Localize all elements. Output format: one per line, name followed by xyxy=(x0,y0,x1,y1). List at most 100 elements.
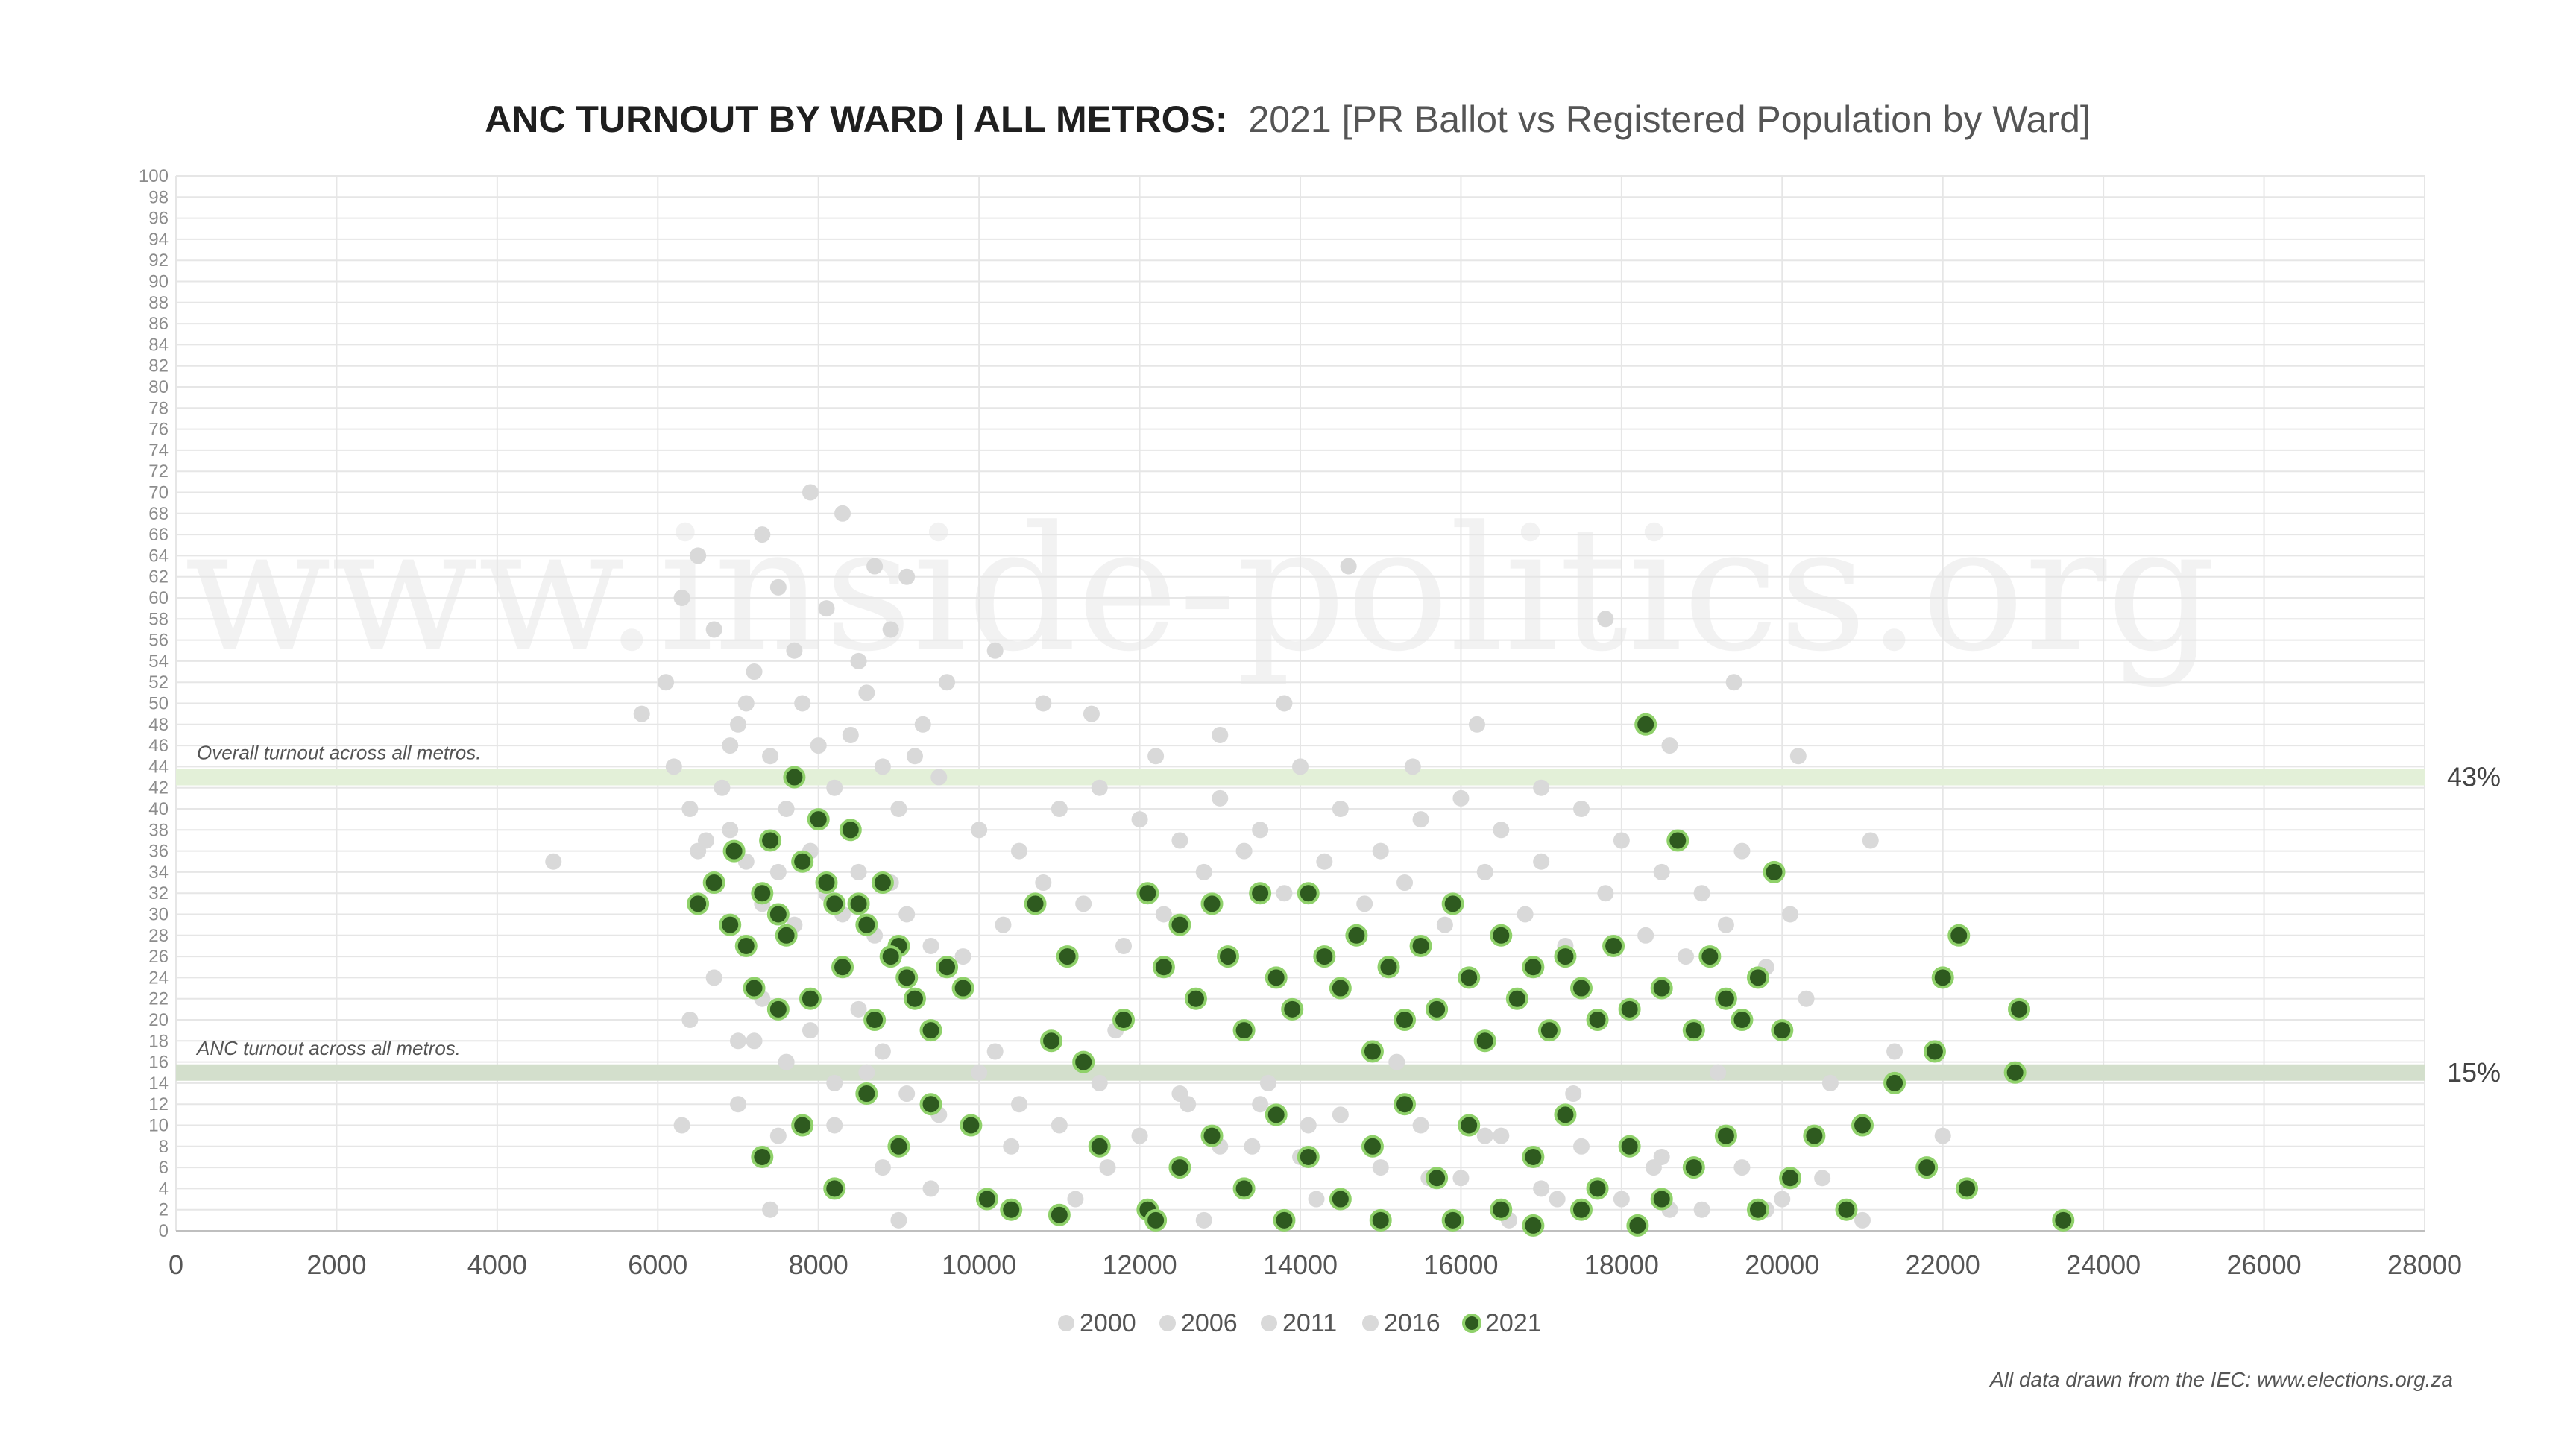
data-point xyxy=(1259,1074,1276,1091)
data-point xyxy=(1083,705,1100,722)
y-tick-label: 8 xyxy=(159,1137,169,1157)
y-tick-label: 62 xyxy=(148,567,169,587)
data-point xyxy=(874,1159,891,1176)
data-point xyxy=(1586,1009,1609,1031)
data-point xyxy=(1056,945,1079,968)
data-point xyxy=(1613,832,1630,849)
data-point xyxy=(1573,801,1590,817)
data-point xyxy=(762,1201,779,1218)
legend-label: 2016 xyxy=(1384,1309,1440,1337)
data-point xyxy=(1618,1135,1641,1158)
data-point xyxy=(1200,1124,1224,1147)
y-tick-label: 98 xyxy=(148,187,169,207)
data-point xyxy=(1886,1043,1903,1060)
data-point xyxy=(799,987,822,1010)
data-point xyxy=(1731,1009,1754,1031)
data-point xyxy=(951,977,974,1000)
data-point xyxy=(1276,885,1293,902)
data-point xyxy=(778,801,795,817)
x-tick-label: 14000 xyxy=(1263,1249,1338,1280)
data-point xyxy=(863,1009,887,1031)
data-point xyxy=(1099,1159,1116,1176)
data-point xyxy=(823,1177,846,1200)
data-point xyxy=(2008,997,2031,1021)
data-point xyxy=(751,882,774,905)
data-point xyxy=(1883,1071,1906,1094)
chart-title-bold: ANC TURNOUT BY WARD | ALL METROS: xyxy=(485,98,1227,141)
data-point xyxy=(858,1064,875,1081)
data-point xyxy=(1570,1198,1593,1221)
y-tick-label: 72 xyxy=(148,461,169,482)
data-point xyxy=(858,684,875,701)
y-tick-label: 86 xyxy=(148,314,169,334)
data-point xyxy=(1394,1093,1417,1116)
data-point xyxy=(1554,945,1577,968)
data-point xyxy=(831,956,854,979)
data-point xyxy=(730,1096,746,1113)
data-point xyxy=(722,737,739,754)
data-point xyxy=(1468,716,1485,733)
data-point xyxy=(1329,977,1352,1000)
data-point xyxy=(1452,1170,1470,1187)
data-point xyxy=(815,871,838,895)
data-point xyxy=(1048,1203,1071,1226)
y-tick-label: 6 xyxy=(159,1158,169,1178)
data-point xyxy=(759,829,782,852)
data-points xyxy=(545,484,2075,1237)
data-point xyxy=(1426,997,1449,1021)
data-point xyxy=(874,1043,891,1060)
data-point xyxy=(1000,1198,1023,1221)
data-point xyxy=(1297,882,1320,905)
data-point xyxy=(794,695,811,712)
data-point xyxy=(1626,1214,1649,1237)
data-point xyxy=(1771,1019,1794,1042)
y-tick-label: 12 xyxy=(148,1094,169,1114)
data-point xyxy=(1803,1124,1826,1147)
data-point xyxy=(1473,1029,1496,1053)
data-point xyxy=(890,801,907,817)
y-tick-label: 70 xyxy=(148,483,169,503)
data-point xyxy=(746,1032,763,1050)
data-point xyxy=(1356,895,1373,912)
source-note: All data drawn from the IEC: www.electio… xyxy=(1988,1368,2453,1391)
data-point xyxy=(1195,863,1212,880)
data-point xyxy=(906,748,923,765)
data-point xyxy=(1131,1127,1148,1144)
data-point xyxy=(1814,1170,1831,1187)
x-tick-label: 12000 xyxy=(1103,1249,1177,1280)
y-tick-label: 28 xyxy=(148,926,169,946)
series-2021 xyxy=(687,713,2075,1237)
series-2006 xyxy=(545,663,1879,1176)
data-point xyxy=(1072,1050,1095,1073)
data-point xyxy=(1678,948,1695,965)
y-tick-label: 10 xyxy=(148,1116,169,1136)
data-point xyxy=(971,1064,988,1081)
data-point xyxy=(1714,1124,1737,1147)
data-point xyxy=(1746,966,1769,989)
data-point xyxy=(1441,892,1464,915)
data-point xyxy=(1412,1117,1429,1134)
data-point xyxy=(1618,997,1641,1021)
data-point xyxy=(1396,874,1414,892)
data-point xyxy=(855,913,878,936)
data-point xyxy=(1441,1208,1464,1232)
data-point xyxy=(769,1127,787,1144)
data-point xyxy=(1698,945,1722,968)
data-point xyxy=(1490,924,1513,947)
y-tick-label: 38 xyxy=(148,820,169,840)
data-point xyxy=(1281,997,1304,1021)
data-point xyxy=(1653,863,1670,880)
data-point xyxy=(1292,758,1309,775)
y-tick-label: 0 xyxy=(159,1221,169,1241)
data-point xyxy=(1782,906,1799,923)
x-tick-label: 22000 xyxy=(1906,1249,1980,1280)
y-tick-label: 74 xyxy=(148,441,169,461)
data-point xyxy=(882,621,899,638)
y-tick-label: 92 xyxy=(148,250,169,271)
series-2016 xyxy=(681,969,1871,1229)
x-tick-label: 6000 xyxy=(628,1249,687,1280)
y-tick-label: 14 xyxy=(148,1073,169,1094)
data-point xyxy=(986,642,1004,659)
y-tick-label: 80 xyxy=(148,377,169,397)
data-point xyxy=(1409,934,1432,957)
